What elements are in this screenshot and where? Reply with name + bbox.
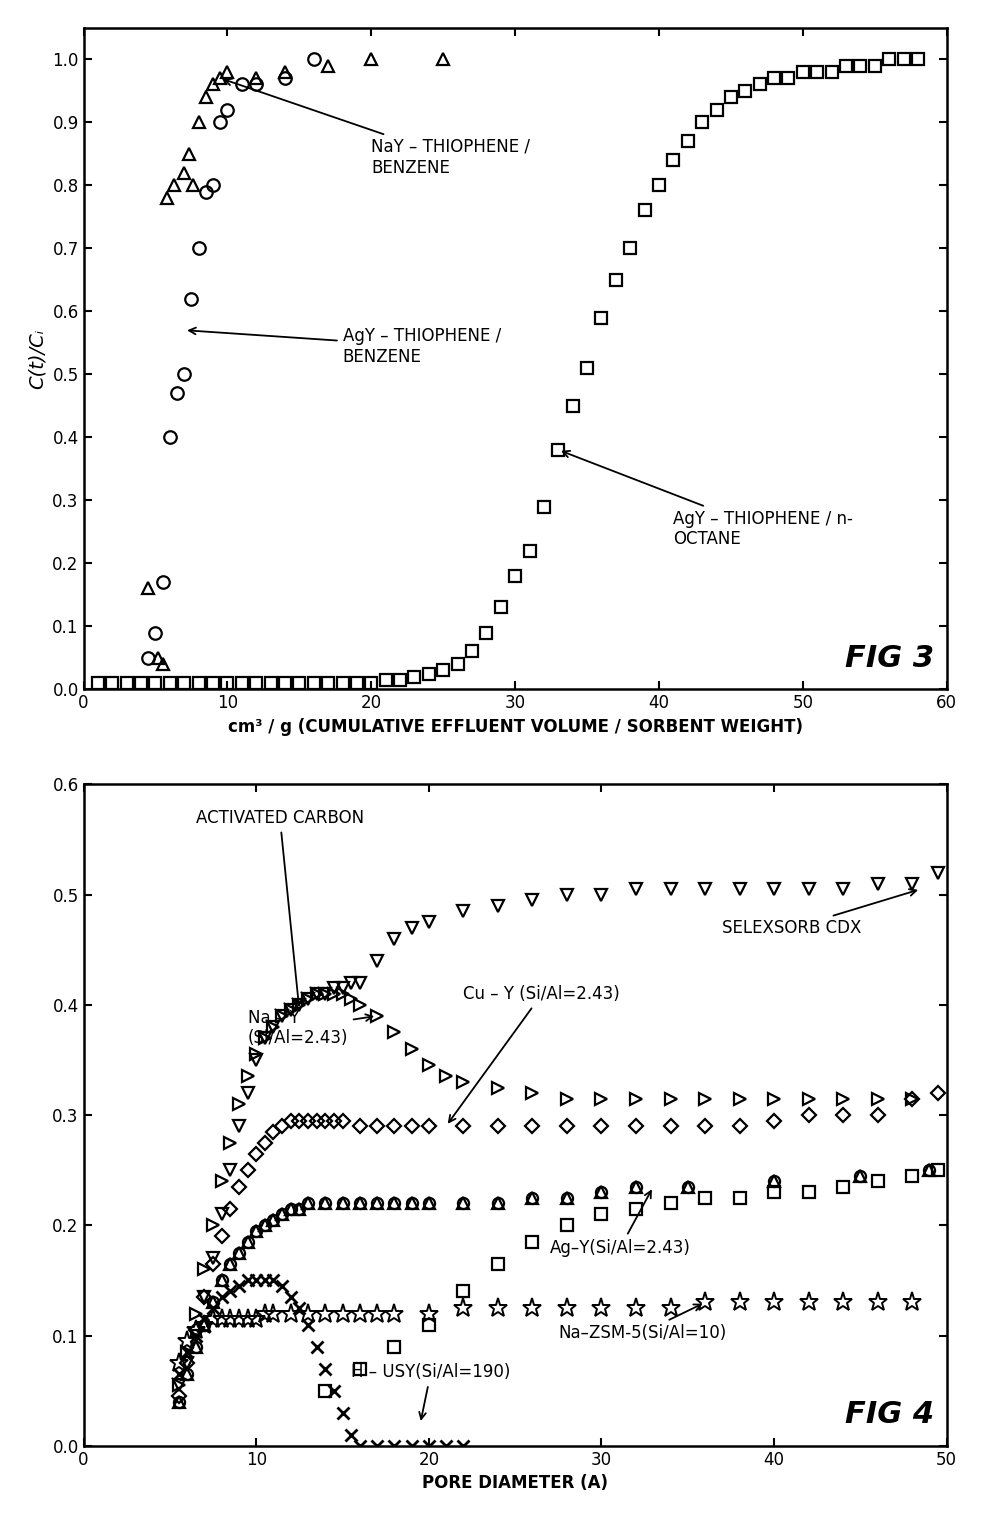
Text: Na–ZSM-5(Si/Al=10): Na–ZSM-5(Si/Al=10) xyxy=(558,1304,727,1342)
Text: FIG 4: FIG 4 xyxy=(845,1400,934,1429)
Text: Ag–Y(Si/Al=2.43): Ag–Y(Si/Al=2.43) xyxy=(550,1192,690,1257)
Text: Cu – Y (Si/Al=2.43): Cu – Y (Si/Al=2.43) xyxy=(449,985,621,1122)
Text: AgY – THIOPHENE /
BENZENE: AgY – THIOPHENE / BENZENE xyxy=(189,327,500,366)
Text: AgY – THIOPHENE / n-
OCTANE: AgY – THIOPHENE / n- OCTANE xyxy=(562,451,853,549)
X-axis label: PORE DIAMETER (A): PORE DIAMETER (A) xyxy=(423,1474,608,1493)
Text: ACTIVATED CARBON: ACTIVATED CARBON xyxy=(196,809,363,1006)
Text: H – USY(Si/Al=190): H – USY(Si/Al=190) xyxy=(351,1363,510,1420)
Text: NaY – THIOPHENE /
BENZENE: NaY – THIOPHENE / BENZENE xyxy=(225,79,530,176)
Text: Na – Y
(Si/Al=2.43): Na – Y (Si/Al=2.43) xyxy=(247,1009,372,1047)
Text: SELEXSORB CDX: SELEXSORB CDX xyxy=(722,889,916,938)
X-axis label: cm³ / g (CUMULATIVE EFFLUENT VOLUME / SORBENT WEIGHT): cm³ / g (CUMULATIVE EFFLUENT VOLUME / SO… xyxy=(228,717,803,736)
Y-axis label: C(t)/Cᵢ: C(t)/Cᵢ xyxy=(28,328,46,389)
Text: FIG 3: FIG 3 xyxy=(845,643,934,673)
